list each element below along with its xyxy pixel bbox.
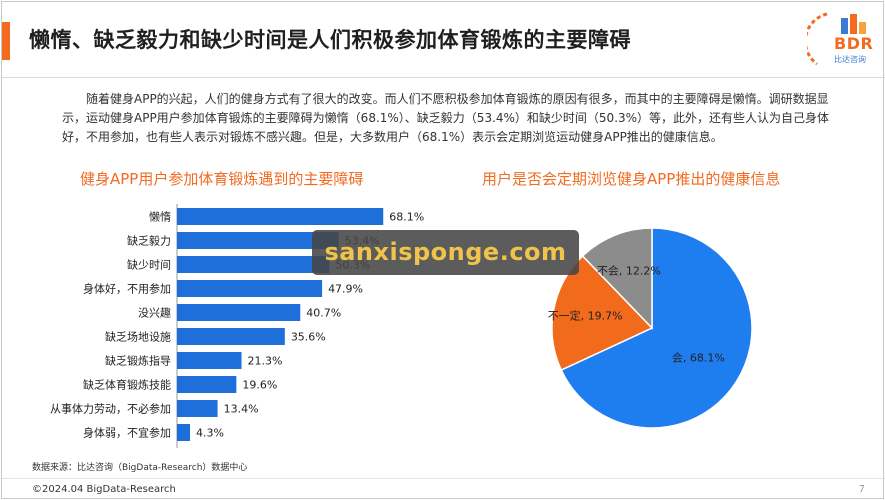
bar — [177, 376, 237, 393]
pie-slice-label: 不一定, 19.7% — [548, 308, 623, 322]
bar — [177, 280, 323, 297]
bar-category-label: 缺乏锻炼指导 — [105, 354, 171, 368]
bar-category-label: 身体好，不用参加 — [83, 282, 171, 296]
watermark-text: sanxisponge.com — [324, 238, 567, 266]
bar-category-label: 懒惰 — [149, 210, 171, 224]
pie-slice-label: 不会, 12.2% — [597, 264, 661, 277]
bar-category-label: 缺乏毅力 — [127, 234, 171, 248]
bar-value-label: 21.3% — [248, 355, 283, 368]
page-title: 懒惰、缺乏毅力和缺少时间是人们积极参加体育锻炼的主要障碍 — [29, 28, 631, 52]
bar-value-label: 19.6% — [242, 379, 277, 392]
bar-value-label: 13.4% — [224, 403, 259, 416]
bar — [177, 400, 218, 417]
bar-value-label: 47.9% — [328, 283, 363, 296]
bar — [177, 352, 242, 369]
title-divider — [2, 77, 885, 78]
logo-subtitle: 比达咨询 — [834, 55, 866, 64]
pie-slice — [581, 227, 653, 330]
bar-category-label: 没兴趣 — [138, 306, 171, 320]
bar-value-label: 40.7% — [306, 307, 341, 320]
bar-value-label: 35.6% — [291, 331, 326, 344]
bar — [177, 232, 339, 249]
page-number: 7 — [858, 484, 865, 495]
footer-divider — [2, 478, 885, 479]
footer-copyright: ©2024.04 BigData-Research — [32, 484, 176, 495]
bar-value-label: 4.3% — [196, 427, 224, 440]
bar-category-label: 缺乏体育锻炼技能 — [83, 378, 171, 392]
bar — [177, 424, 191, 441]
bar — [177, 208, 384, 225]
bar-value-label: 68.1% — [389, 211, 424, 224]
watermark-overlay: sanxisponge.com — [312, 230, 579, 275]
bar-category-label: 缺乏场地设施 — [105, 330, 171, 344]
bdr-logo-icon — [807, 12, 866, 66]
pie-slice — [560, 227, 753, 429]
intro-paragraph: 随着健身APP的兴起，人们的健身方式有了很大的改变。而人们不愿积极参加体育锻炼的… — [62, 92, 830, 144]
logo-text: BDR — [834, 34, 874, 53]
bar-chart-title: 健身APP用户参加体育锻炼遇到的主要障碍 — [80, 170, 364, 188]
pie-chart-title: 用户是否会定期浏览健身APP推出的健康信息 — [482, 170, 781, 188]
bar — [177, 328, 285, 345]
data-source-note: 数据来源：比达咨询（BigData-Research）数据中心 — [32, 463, 248, 473]
title-accent-bar — [2, 22, 10, 60]
bar — [177, 304, 301, 321]
bar-category-label: 身体弱，不宜参加 — [83, 426, 171, 440]
bar — [177, 256, 330, 273]
pie-chart: 会, 68.1% 不一定, 19.7% 不会, 12.2% — [548, 227, 753, 429]
pie-slice-label: 会, 68.1% — [672, 352, 725, 365]
bar-category-label: 从事体力劳动，不必参加 — [50, 402, 171, 416]
bar-category-label: 缺少时间 — [127, 258, 171, 272]
